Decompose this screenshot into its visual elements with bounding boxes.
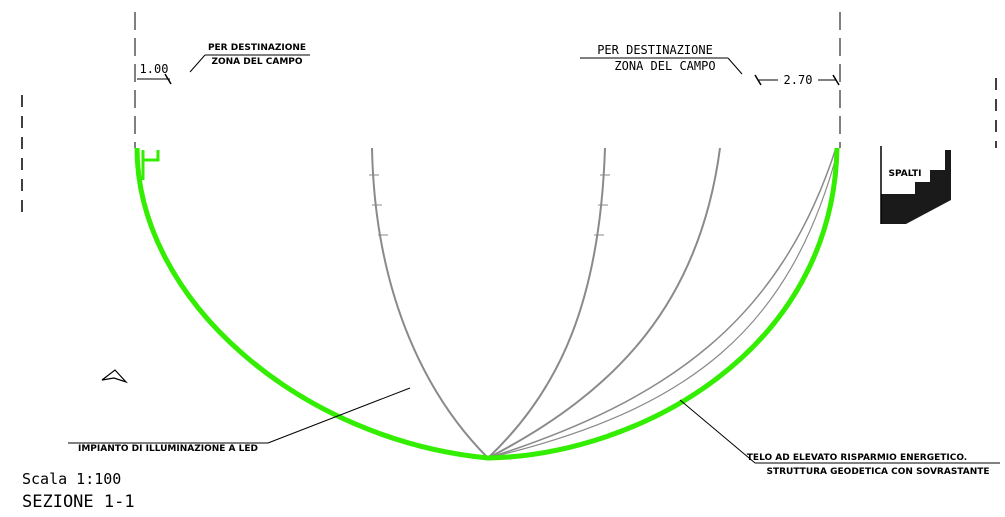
right-zone-label-top: PER DESTINAZIONE xyxy=(597,43,713,57)
rib-3 xyxy=(487,147,721,459)
right-dimension-tick-end xyxy=(832,74,840,86)
structure-callout: TELO AD ELEVATO RISPARMIO ENERGETICO. ST… xyxy=(679,399,1000,477)
left-zone-label-top: PER DESTINAZIONE xyxy=(208,43,306,53)
left-dimension: 1.00 xyxy=(137,62,172,85)
rib-5 xyxy=(487,149,839,459)
section-marker-icon xyxy=(101,369,129,384)
left-dimension-tick xyxy=(164,73,172,85)
right-zone-leader xyxy=(727,57,743,75)
left-zone-label: PER DESTINAZIONE ZONA DEL CAMPO xyxy=(189,43,310,73)
right-dimension-value: 2.70 xyxy=(784,73,813,87)
left-foot-bracket xyxy=(141,150,160,180)
led-leader xyxy=(267,387,411,444)
structure-label-line1: TELO AD ELEVATO RISPARMIO ENERGETICO. xyxy=(747,453,967,463)
seating-stand-label: SPALTI xyxy=(889,169,922,179)
left-foot-detail xyxy=(141,150,160,180)
right-dimension-tick xyxy=(754,74,762,86)
rib-4 xyxy=(487,147,837,459)
seating-stand-fill xyxy=(881,150,951,224)
scale-label: Scala 1:100 xyxy=(22,470,121,488)
rib-2 xyxy=(487,147,606,459)
right-dimension: 2.70 xyxy=(754,72,840,87)
left-zone-label-bottom: ZONA DEL CAMPO xyxy=(211,57,302,67)
left-dimension-value: 1.00 xyxy=(140,62,169,76)
left-zone-leader xyxy=(189,54,206,73)
led-label: IMPIANTO DI ILLUMINAZIONE A LED xyxy=(78,444,258,454)
right-zone-label-bottom: ZONA DEL CAMPO xyxy=(614,59,715,73)
geodesic-structure-outline xyxy=(134,147,840,461)
structure-label-line2: STRUTTURA GEODETICA CON SOVRASTANTE xyxy=(766,467,989,477)
right-zone-label: PER DESTINAZIONE ZONA DEL CAMPO xyxy=(580,43,743,75)
right-dimension-mask xyxy=(778,72,818,86)
geodesic-ribs xyxy=(371,147,839,459)
section-title: SEZIONE 1-1 xyxy=(22,492,135,512)
structure-leader xyxy=(679,399,756,464)
rib-1 xyxy=(371,147,489,459)
seating-stand: SPALTI xyxy=(880,146,951,224)
led-callout: IMPIANTO DI ILLUMINAZIONE A LED xyxy=(68,387,411,454)
rib-ticks xyxy=(369,174,610,236)
